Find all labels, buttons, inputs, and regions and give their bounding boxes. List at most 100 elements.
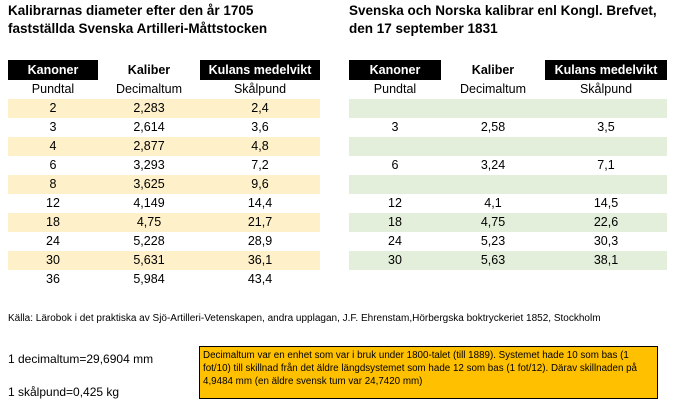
- left-table-row: 24 5,228 28,9: [8, 232, 320, 251]
- left-cell-kulans-medelvikt: 28,9: [247, 234, 273, 248]
- right-cell-kaliber: [441, 270, 545, 289]
- right-cell-kaliber: 5,63: [441, 251, 545, 270]
- right-header-kanoner: Kanoner: [349, 60, 441, 80]
- right-cell-kanoner: [349, 99, 441, 118]
- right-table-row: 30 5,63 38,1: [349, 251, 667, 270]
- left-caliber-table: Kanoner Kaliber Kulans medelvikt Pundtal Dec…: [8, 60, 320, 289]
- left-units-row: Pundtal Decimaltum Skålpund: [8, 80, 320, 99]
- right-header-kulans-medelvikt: Kulans medelvikt: [545, 60, 667, 80]
- right-table-row: [349, 175, 667, 194]
- right-unit-kaliber: Decimaltum: [460, 82, 526, 96]
- right-cell-kaliber: 4,75: [441, 213, 545, 232]
- left-table-row: 3 2,614 3,6: [8, 118, 320, 137]
- right-cell-kulans-medelvikt: [545, 270, 667, 289]
- left-cell-kulans-medelvikt: 3,6: [251, 120, 269, 134]
- right-title: Svenska och Norska kalibrar enl Kongl. B…: [349, 2, 657, 38]
- left-unit-kaliber: Decimaltum: [116, 82, 182, 96]
- left-cell-kanoner: 2: [8, 99, 98, 118]
- left-cell-kanoner: 36: [46, 272, 60, 286]
- left-title: Kalibrarnas diameter efter den år 1705 f…: [8, 2, 267, 38]
- left-cell-kulans-medelvikt: 4,8: [200, 137, 320, 156]
- left-cell-kulans-medelvikt: 43,4: [247, 272, 273, 286]
- decimaltum-conversion: 1 decimaltum=29,6904 mm: [8, 352, 154, 366]
- left-unit-kanoner: Pundtal: [31, 82, 75, 96]
- right-cell-kulans-medelvikt: 7,1: [597, 158, 615, 172]
- right-cell-kanoner: 30: [349, 251, 441, 270]
- left-cell-kanoner: 18: [8, 213, 98, 232]
- left-cell-kanoner: 6: [49, 158, 57, 172]
- left-table-row: 12 4,149 14,4: [8, 194, 320, 213]
- decimaltum-explanation-box: Decimaltum var en enhet som var i bruk u…: [199, 346, 658, 399]
- right-cell-kulans-medelvikt: 38,1: [545, 251, 667, 270]
- source-citation: Källa: Lärobok i det praktiska av Sjö-Ar…: [8, 313, 601, 324]
- right-cell-kaliber: [441, 175, 545, 194]
- right-unit-kanoner: Pundtal: [373, 82, 417, 96]
- right-cell-kulans-medelvikt: 22,6: [545, 213, 667, 232]
- right-cell-kulans-medelvikt: 3,5: [597, 120, 615, 134]
- right-title-line2: den 17 september 1831: [349, 21, 498, 36]
- left-cell-kaliber: 2,877: [98, 137, 200, 156]
- right-table-row: [349, 137, 667, 156]
- right-cell-kulans-medelvikt: 14,5: [593, 196, 619, 210]
- left-cell-kulans-medelvikt: 21,7: [200, 213, 320, 232]
- right-cell-kulans-medelvikt: 30,3: [593, 234, 619, 248]
- right-table-row: 12 4,1 14,5: [349, 194, 667, 213]
- left-header-kulans-medelvikt: Kulans medelvikt: [200, 60, 320, 80]
- right-cell-kanoner: 12: [388, 196, 402, 210]
- left-cell-kanoner: 3: [49, 120, 57, 134]
- left-cell-kaliber: 2,283: [98, 99, 200, 118]
- left-cell-kaliber: 5,228: [133, 234, 165, 248]
- right-table-row: 6 3,24 7,1: [349, 156, 667, 175]
- right-cell-kulans-medelvikt: [545, 99, 667, 118]
- left-table-row: 36 5,984 43,4: [8, 270, 320, 289]
- right-header-kaliber: Kaliber: [471, 62, 515, 77]
- right-unit-kulans-medelvikt: Skålpund: [579, 82, 633, 96]
- right-header-row: Kanoner Kaliber Kulans medelvikt: [349, 60, 667, 80]
- right-cell-kanoner: [349, 270, 441, 289]
- right-cell-kaliber: 2,58: [480, 120, 506, 134]
- left-cell-kanoner: 12: [46, 196, 60, 210]
- left-table-row: 8 3,625 9,6: [8, 175, 320, 194]
- left-cell-kaliber: 3,293: [133, 158, 165, 172]
- left-header-kanoner: Kanoner: [8, 60, 98, 80]
- left-cell-kanoner: 24: [46, 234, 60, 248]
- left-cell-kaliber: 5,631: [98, 251, 200, 270]
- right-cell-kanoner: 18: [349, 213, 441, 232]
- left-cell-kaliber: 2,614: [133, 120, 165, 134]
- right-cell-kanoner: 24: [388, 234, 402, 248]
- left-cell-kaliber: 4,149: [133, 196, 165, 210]
- right-cell-kaliber: 5,23: [480, 234, 506, 248]
- right-table-row: 24 5,23 30,3: [349, 232, 667, 251]
- left-cell-kulans-medelvikt: 36,1: [200, 251, 320, 270]
- right-cell-kulans-medelvikt: [545, 175, 667, 194]
- left-table-row: 18 4,75 21,7: [8, 213, 320, 232]
- left-cell-kanoner: 4: [8, 137, 98, 156]
- left-cell-kaliber: 4,75: [98, 213, 200, 232]
- right-cell-kanoner: [349, 175, 441, 194]
- left-cell-kulans-medelvikt: 2,4: [200, 99, 320, 118]
- left-cell-kaliber: 3,625: [98, 175, 200, 194]
- right-cell-kaliber: [441, 137, 545, 156]
- right-table-row: 18 4,75 22,6: [349, 213, 667, 232]
- right-table-row: [349, 99, 667, 118]
- left-table-row: 6 3,293 7,2: [8, 156, 320, 175]
- right-cell-kanoner: [349, 137, 441, 156]
- left-cell-kulans-medelvikt: 9,6: [200, 175, 320, 194]
- left-cell-kulans-medelvikt: 7,2: [251, 158, 269, 172]
- left-header-kaliber: Kaliber: [127, 62, 171, 77]
- right-cell-kaliber: [441, 99, 545, 118]
- left-cell-kanoner: 8: [8, 175, 98, 194]
- right-cell-kanoner: 3: [391, 120, 399, 134]
- left-cell-kanoner: 30: [8, 251, 98, 270]
- right-cell-kulans-medelvikt: [545, 137, 667, 156]
- left-table-row: 2 2,283 2,4: [8, 99, 320, 118]
- right-units-row: Pundtal Decimaltum Skålpund: [349, 80, 667, 99]
- left-cell-kaliber: 5,984: [133, 272, 165, 286]
- left-cell-kulans-medelvikt: 14,4: [247, 196, 273, 210]
- left-table-row: 30 5,631 36,1: [8, 251, 320, 270]
- left-unit-kulans-medelvikt: Skålpund: [233, 82, 287, 96]
- right-table-row: [349, 270, 667, 289]
- left-header-row: Kanoner Kaliber Kulans medelvikt: [8, 60, 320, 80]
- right-title-line1: Svenska och Norska kalibrar enl Kongl. B…: [349, 3, 657, 18]
- skalpund-conversion: 1 skålpund=0,425 kg: [8, 385, 120, 399]
